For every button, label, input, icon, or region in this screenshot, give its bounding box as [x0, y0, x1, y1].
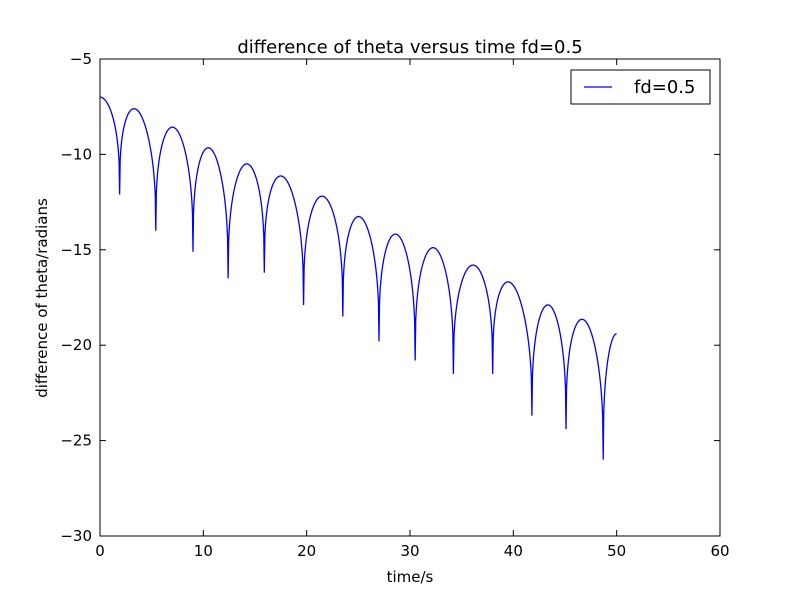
x-tick-label: 30 — [400, 542, 419, 560]
x-tick-label: 40 — [504, 542, 523, 560]
x-tick-label: 50 — [607, 542, 626, 560]
y-tick-label: −30 — [60, 527, 92, 545]
x-tick-label: 60 — [710, 542, 729, 560]
chart-title: difference of theta versus time fd=0.5 — [237, 37, 582, 58]
y-tick-label: −15 — [60, 241, 92, 259]
x-axis-label: time/s — [387, 568, 434, 586]
x-tick-label: 10 — [194, 542, 213, 560]
y-axis-label: difference of theta/radians — [33, 198, 51, 398]
legend: fd=0.5 — [570, 69, 711, 105]
y-tick-label: −5 — [70, 50, 92, 68]
legend-label: fd=0.5 — [634, 77, 695, 98]
y-tick-label: −20 — [60, 336, 92, 354]
x-tick-label: 20 — [297, 542, 316, 560]
x-tick-label: 0 — [95, 542, 105, 560]
series-line-fd-0.5 — [99, 96, 617, 460]
plot-frame — [99, 58, 721, 537]
y-tick-label: −10 — [60, 145, 92, 163]
plot-area: 0 10 20 30 40 50 60 −5 −10 −15 −20 −25 −30 — [60, 50, 729, 560]
y-tick-label: −25 — [60, 432, 92, 450]
